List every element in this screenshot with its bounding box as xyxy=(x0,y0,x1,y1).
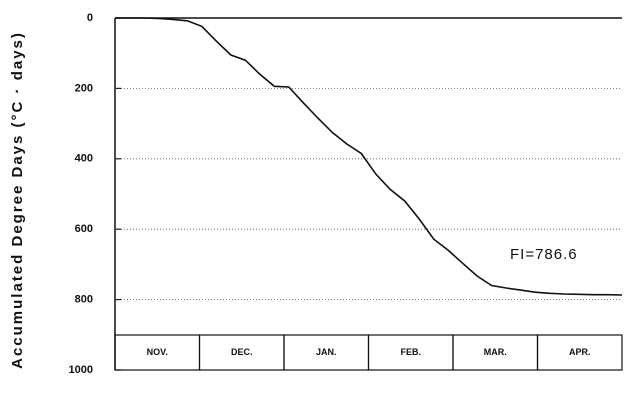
x-tick-label: DEC. xyxy=(231,347,253,357)
y-tick-label: 1000 xyxy=(69,364,93,376)
x-tick-label: JAN. xyxy=(316,347,337,357)
y-tick-label: 800 xyxy=(75,294,93,306)
x-tick-label: MAR. xyxy=(484,347,507,357)
data-line xyxy=(115,17,623,296)
x-tick-label: NOV. xyxy=(147,347,168,357)
y-axis-label: Accumulated Degree Days (°C · days) xyxy=(9,31,26,369)
x-tick-label: FEB. xyxy=(400,347,421,357)
y-tick-label: 600 xyxy=(75,223,93,235)
y-tick-label: 200 xyxy=(75,82,93,94)
y-tick-label: 0 xyxy=(87,12,93,24)
month-box xyxy=(536,334,623,371)
y-tick-label: 400 xyxy=(75,153,93,165)
annotation: FI=786.6 xyxy=(510,246,578,263)
x-tick-label: APR. xyxy=(569,347,591,357)
